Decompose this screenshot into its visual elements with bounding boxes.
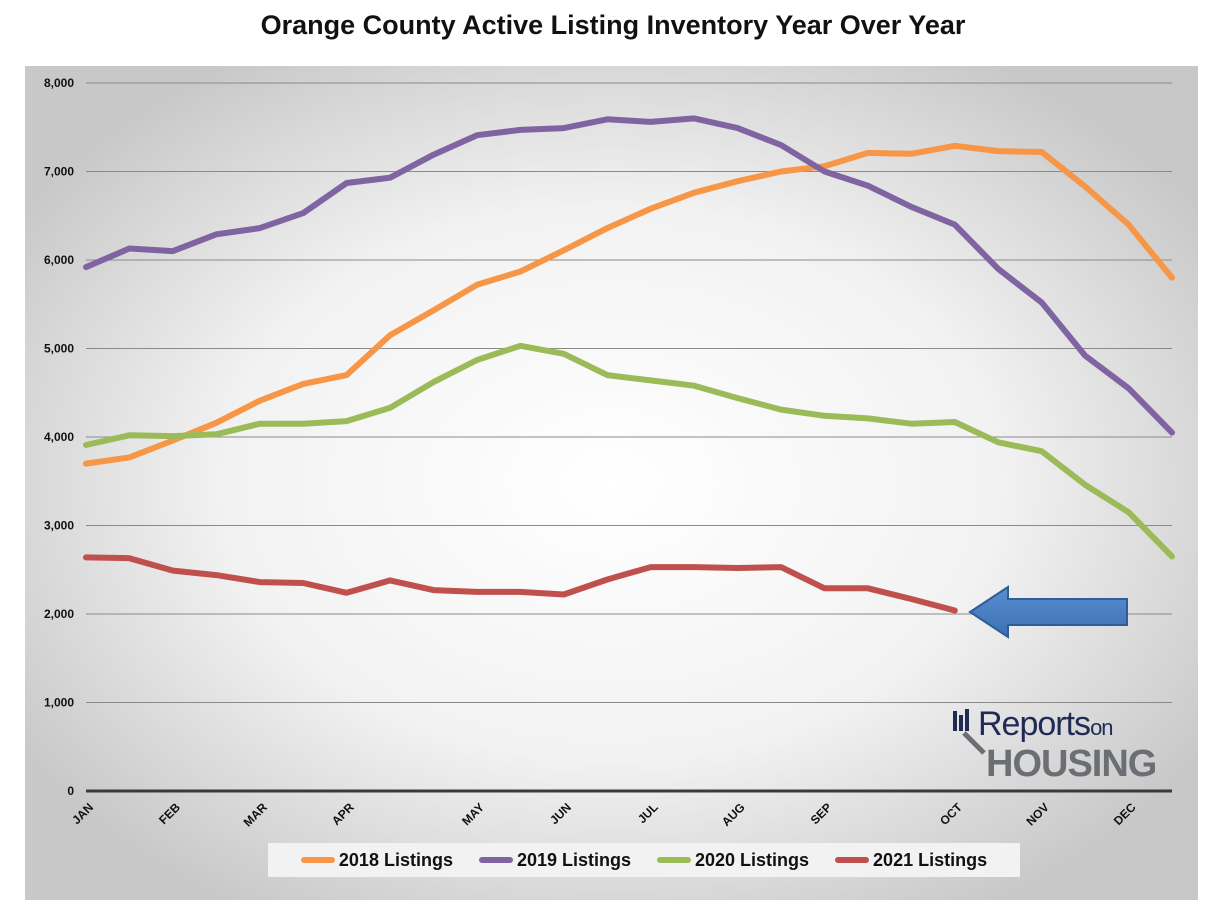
legend-item: 2021 Listings	[835, 850, 987, 871]
legend-swatch	[300, 857, 335, 863]
y-tick-label: 7,000	[44, 165, 74, 179]
y-tick-label: 0	[67, 784, 74, 798]
chart-legend: 2018 Listings 2019 Listings 2020 Listings 2…	[268, 843, 1020, 877]
y-tick-label: 1,000	[44, 696, 74, 710]
arrow-annotation	[968, 585, 1128, 639]
legend-item: 2019 Listings	[478, 849, 631, 871]
chart-title: Orange County Active Listing Inventory Y…	[260, 10, 966, 40]
legend-item: 2018 Listings	[300, 849, 453, 871]
y-tick-label: 2,000	[44, 607, 74, 621]
left-arrow-icon	[968, 585, 1128, 639]
series-line-2021	[83, 554, 958, 614]
legend-label: 2021 Listings	[873, 849, 988, 870]
legend-swatch	[478, 857, 513, 863]
series-line-2020	[83, 342, 1175, 560]
legend-swatch	[835, 857, 870, 863]
legend-label: 2019 Listings	[516, 849, 631, 870]
y-tick-label: 5,000	[44, 342, 74, 356]
y-axis-ticks: 0 1,000 2,000 3,000 4,000 5,000 6,000 7,000 8,00…	[44, 76, 74, 798]
logo-mark-icon	[953, 709, 986, 755]
y-tick-label: 4,000	[44, 430, 74, 444]
legend-swatch	[657, 857, 691, 863]
legend-item: 2020 Listings	[657, 850, 809, 871]
plot-background	[25, 66, 1198, 900]
series-line-2019	[83, 115, 1175, 436]
series-line-2018	[83, 142, 1175, 467]
y-tick-label: 8,000	[44, 76, 74, 90]
legend-label: 2020 Listings	[695, 849, 810, 870]
y-tick-label: 6,000	[44, 253, 74, 267]
reports-on-housing-logo: Reportson HOUSING	[950, 705, 1160, 785]
legend-label: 2018 Listings	[338, 849, 453, 870]
series-lines	[83, 115, 1175, 614]
y-tick-label: 3,000	[44, 519, 74, 533]
